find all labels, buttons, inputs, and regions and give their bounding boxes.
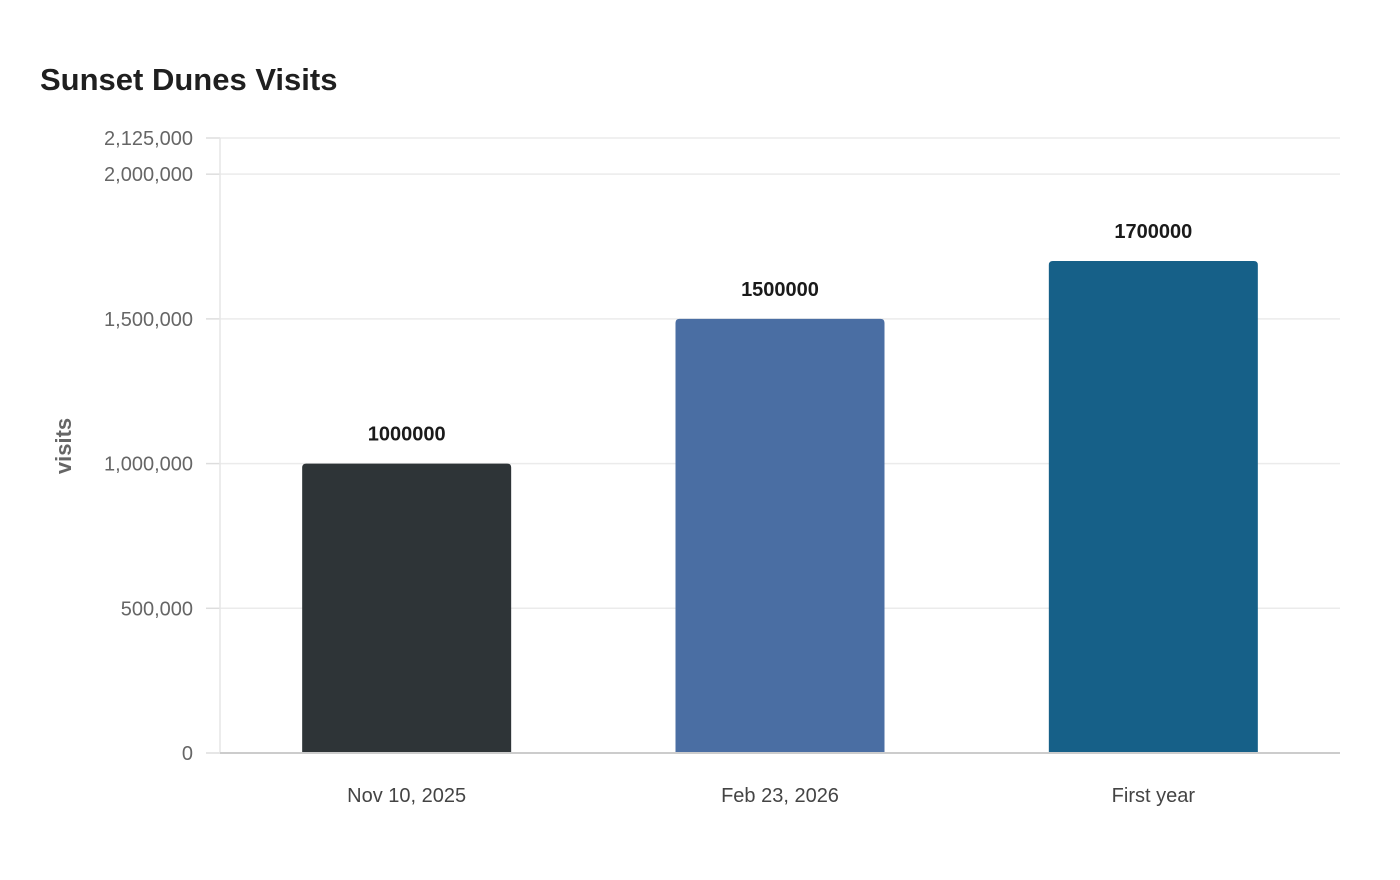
data-labels: 1000000 1500000 1700000 (368, 221, 1193, 446)
y-tick-label: 500,000 (121, 598, 193, 620)
axes (219, 138, 1340, 754)
x-tick-labels: Nov 10, 2025 Feb 23, 2026 First year (347, 785, 1195, 807)
x-tick-label: Feb 23, 2026 (721, 785, 839, 807)
data-label: 1700000 (1114, 221, 1192, 243)
bar (1048, 261, 1258, 753)
y-tick-label: 1,000,000 (104, 454, 193, 476)
data-label: 1000000 (368, 424, 446, 446)
y-tick-label: 1,500,000 (104, 309, 193, 331)
x-tick-label: Nov 10, 2025 (347, 785, 466, 807)
data-label: 1500000 (741, 279, 819, 301)
y-tick-label: 0 (182, 743, 193, 765)
y-axis-label: visits (51, 418, 76, 474)
bar (302, 463, 512, 753)
x-tick-label: First year (1112, 785, 1196, 807)
y-tick-labels: 0 500,000 1,000,000 1,500,000 2,000,000 2,125… (104, 128, 193, 765)
chart-title: Sunset Dunes Visits (40, 62, 338, 97)
bar (675, 318, 885, 753)
bars (302, 261, 1258, 753)
y-tick-label: 2,000,000 (104, 164, 193, 186)
y-tick-label: 2,125,000 (104, 128, 193, 150)
